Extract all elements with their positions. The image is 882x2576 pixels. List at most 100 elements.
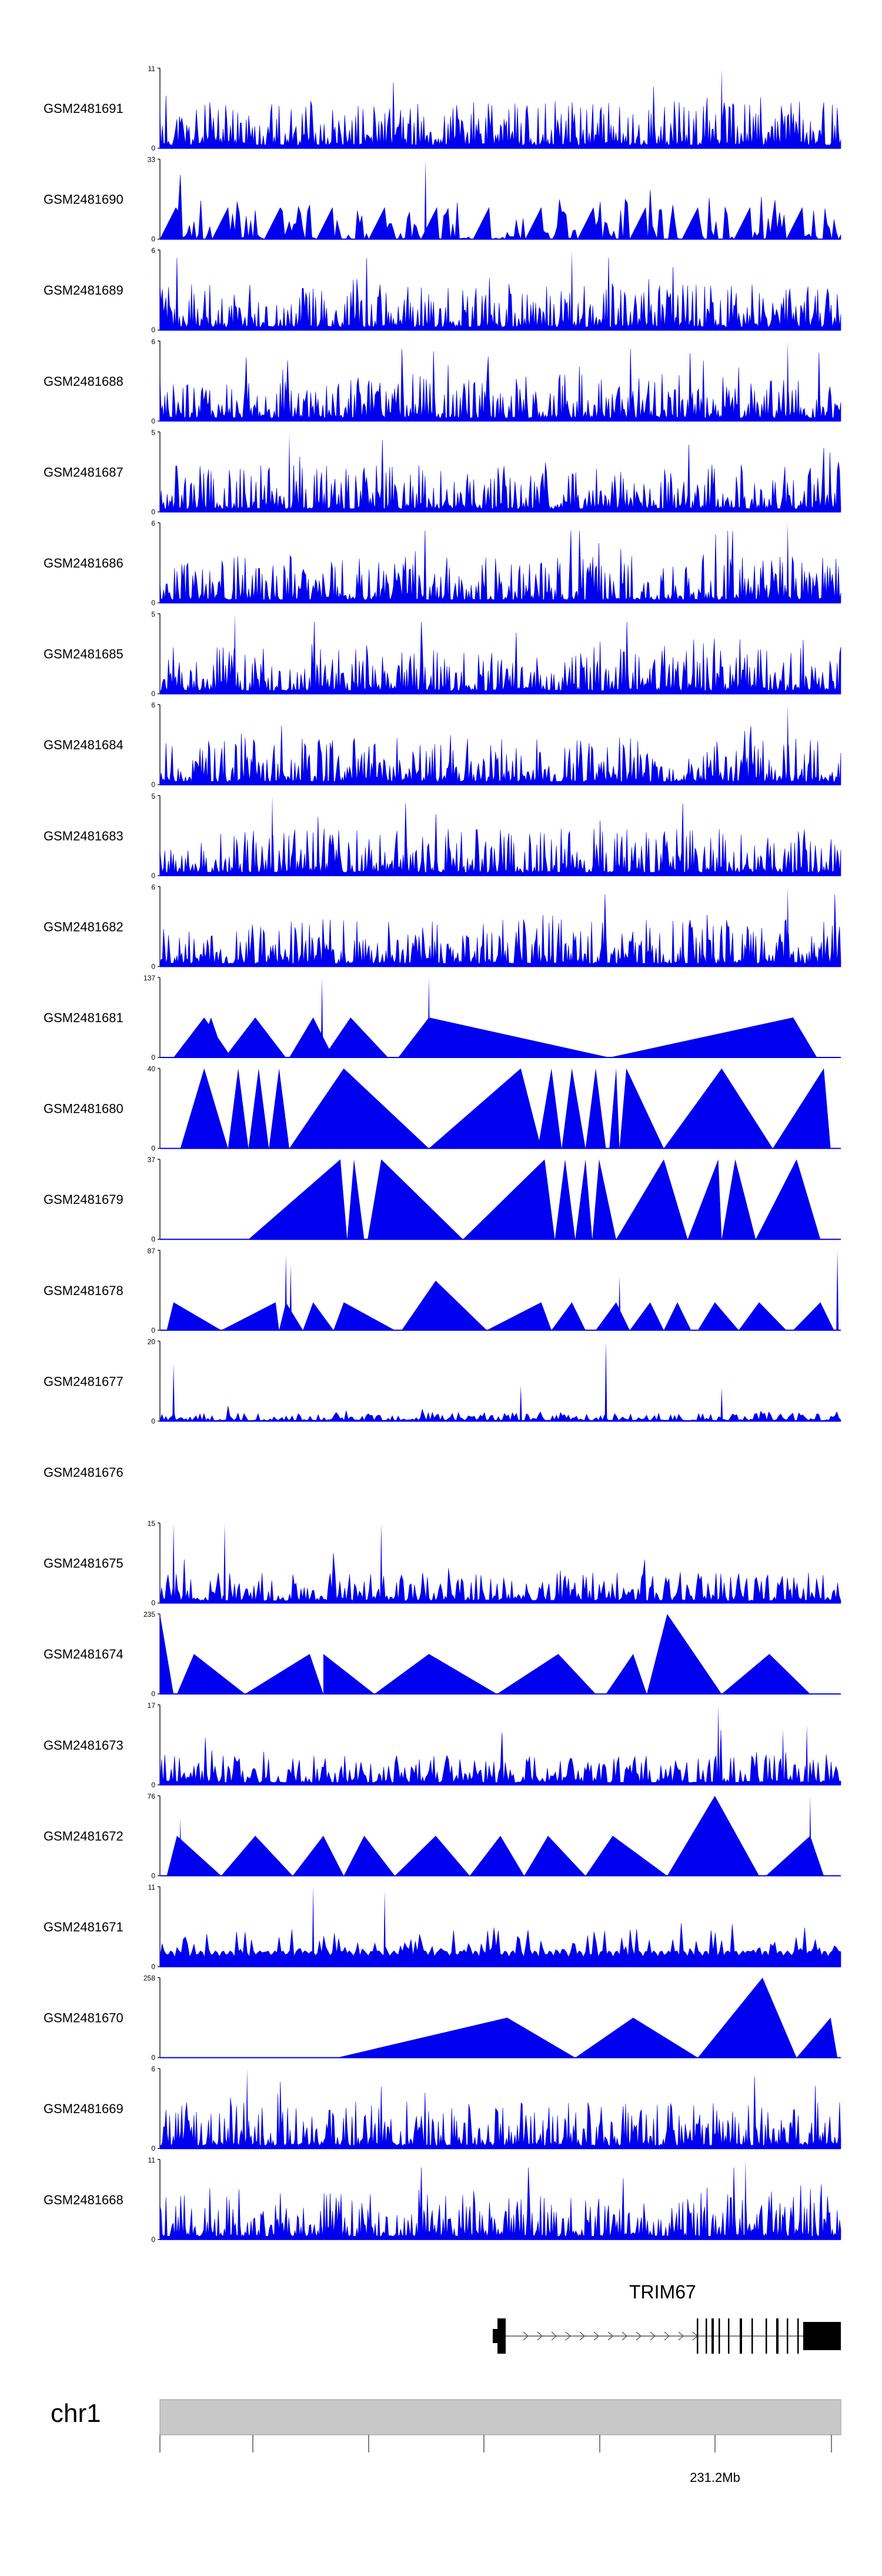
coverage-area: [159, 2167, 841, 2240]
coverage-peak: [269, 1068, 290, 1149]
coverage-peak: [323, 1017, 388, 1057]
coverage-peak: [606, 1654, 647, 1694]
coverage-peak: [228, 1068, 249, 1149]
y-min-label: 0: [151, 1781, 155, 1789]
y-max-label: 76: [148, 1792, 156, 1800]
coverage-spike: [570, 250, 573, 331]
track-GSM2481673: GSM2481673 17 0: [44, 1701, 841, 1789]
y-max-label: 258: [143, 1974, 155, 1983]
gene-exon: [740, 2318, 742, 2354]
y-min-label: 0: [151, 2235, 155, 2244]
coverage-peak: [337, 2017, 576, 2058]
track-GSM2481687: GSM2481687 5 0: [44, 428, 841, 516]
coverage-peak: [619, 1068, 664, 1149]
strand-arrow: [622, 2331, 627, 2341]
coverage-peak: [463, 1159, 555, 1240]
coverage-spike: [604, 1341, 607, 1422]
coverage-peak: [292, 1836, 344, 1876]
coverage-peak: [697, 1977, 797, 2058]
strand-arrow: [565, 2331, 571, 2341]
coverage-spike: [320, 977, 323, 1057]
coverage-spike: [519, 1385, 522, 1422]
coverage-area: [159, 349, 841, 422]
gene-exon: [493, 2329, 497, 2343]
y-max-label: 6: [151, 338, 155, 346]
coverage-spike: [808, 1796, 811, 1876]
coverage-spike: [172, 1363, 175, 1422]
track-GSM2481682: GSM2481682 6 0: [44, 883, 841, 970]
coverage-peak: [630, 1302, 664, 1330]
track-GSM2481672: GSM2481672 76 0: [44, 1792, 841, 1880]
coverage-spike: [786, 523, 789, 603]
coverage-spike: [233, 613, 236, 694]
gene-exon: [776, 2318, 779, 2354]
strand-arrow: [678, 2331, 684, 2341]
coverage-peak: [225, 1017, 286, 1057]
track-label: GSM2481683: [44, 829, 123, 843]
coverage-peak: [180, 1068, 228, 1149]
coverage-spike: [246, 2068, 249, 2149]
gene-exon: [797, 2318, 799, 2354]
track-GSM2481684: GSM2481684 6 0: [44, 701, 841, 789]
y-min-label: 0: [151, 872, 155, 880]
coverage-spike: [223, 1523, 226, 1603]
track-GSM2481669: GSM2481669 6 0: [44, 2065, 841, 2153]
coverage-peak: [289, 1068, 429, 1149]
gene-exon: [497, 2318, 506, 2354]
coverage-spike: [744, 2159, 747, 2240]
y-max-label: 6: [151, 701, 155, 709]
coverage-peak: [609, 1017, 817, 1057]
track-label: GSM2481684: [44, 738, 123, 752]
track-GSM2481685: GSM2481685 5 0: [44, 610, 841, 698]
y-max-label: 6: [151, 246, 155, 255]
coverage-spike: [380, 1523, 383, 1603]
y-max-label: 5: [151, 792, 155, 800]
coverage-peak: [616, 1159, 688, 1240]
coverage-spike: [717, 1704, 720, 1785]
track-GSM2481674: GSM2481674 235 0: [44, 1610, 841, 1698]
strand-arrow: [537, 2331, 543, 2341]
coverage-spike: [618, 1276, 621, 1330]
gene-exon: [719, 2318, 720, 2354]
coverage-peak: [766, 1836, 824, 1876]
coverage-peak: [575, 1159, 593, 1240]
coverage-peak: [497, 1654, 596, 1694]
strand-arrow: [579, 2331, 585, 2341]
track-GSM2481688: GSM2481688 6 0: [44, 338, 841, 425]
y-min-label: 0: [151, 1053, 155, 1062]
y-min-label: 0: [151, 1417, 155, 1425]
coverage-peak: [402, 1280, 487, 1330]
y-max-label: 11: [148, 65, 156, 73]
track-label: GSM2481672: [44, 1828, 123, 1843]
track-label: GSM2481671: [44, 1920, 123, 1934]
coverage-peak: [197, 1017, 225, 1057]
coverage-area: [159, 530, 841, 603]
y-min-label: 0: [151, 417, 155, 425]
track-GSM2481681: GSM2481681 137 0: [44, 974, 841, 1062]
coverage-area: [159, 2076, 841, 2149]
coverage-peak: [554, 1159, 576, 1240]
track-GSM2481691: GSM2481691 11 0: [44, 65, 841, 152]
y-max-label: 20: [148, 1337, 156, 1346]
gene-exon: [803, 2322, 841, 2350]
coverage-spike: [427, 977, 430, 1057]
track-label: GSM2481679: [44, 1192, 123, 1207]
coverage-area: [159, 439, 841, 512]
coverage-peak: [609, 1068, 620, 1149]
coverage-peak: [289, 1017, 334, 1057]
coverage-peak: [486, 1302, 552, 1330]
track-label: GSM2481680: [44, 1102, 123, 1116]
coverage-peak: [343, 1836, 395, 1876]
coverage-spike: [786, 705, 789, 785]
coverage-peak: [176, 1654, 245, 1694]
coverage-spike: [285, 1254, 288, 1330]
y-min-label: 0: [151, 962, 155, 970]
track-GSM2481671: GSM2481671 11 0: [44, 1883, 841, 1971]
y-max-label: 33: [148, 156, 156, 164]
gene-model: TRIM67: [493, 2281, 841, 2354]
coverage-peak: [687, 1159, 722, 1240]
track-label: GSM2481689: [44, 283, 123, 298]
track-label: GSM2481678: [44, 1283, 123, 1298]
track-label: GSM2481682: [44, 919, 123, 934]
